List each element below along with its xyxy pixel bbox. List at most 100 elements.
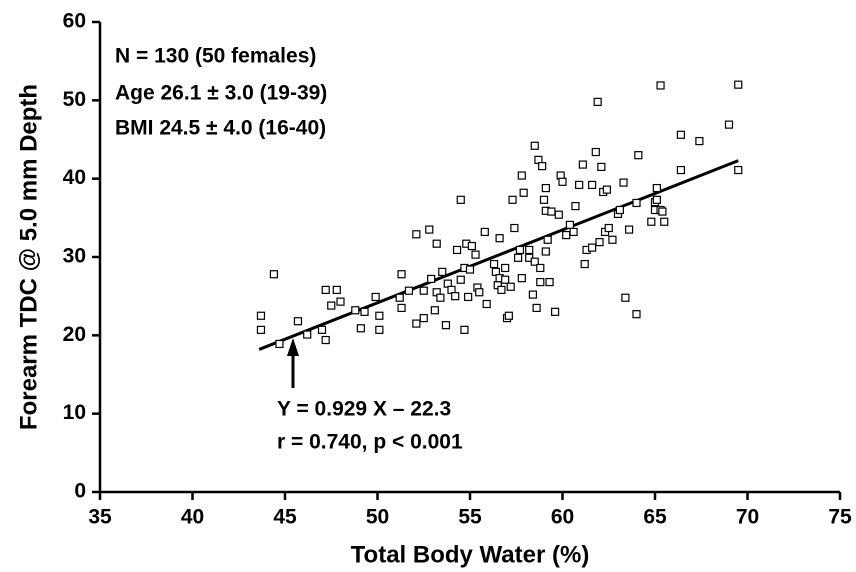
point: [536, 263, 545, 273]
point: [397, 270, 406, 279]
point: [660, 217, 669, 226]
point: [658, 207, 667, 216]
point: [371, 292, 380, 302]
point: [547, 207, 556, 216]
y-tick-label: 60: [63, 10, 86, 33]
fit-line: [258, 159, 739, 351]
point: [510, 223, 519, 233]
point: [591, 147, 600, 157]
x-tick-label: 55: [458, 506, 482, 529]
point: [734, 165, 743, 175]
point: [538, 162, 547, 171]
point: [501, 263, 510, 273]
point: [676, 130, 686, 139]
point: [506, 282, 515, 291]
point: [404, 286, 414, 295]
point: [597, 162, 606, 172]
point: [517, 274, 526, 283]
point: [256, 311, 266, 320]
point: [602, 185, 612, 194]
y-tick-label: 0: [74, 480, 86, 503]
point: [395, 293, 404, 302]
point: [256, 325, 266, 334]
point: [419, 286, 428, 295]
point: [321, 285, 330, 294]
point: [530, 141, 539, 150]
point: [465, 265, 475, 274]
point: [504, 311, 513, 320]
point: [430, 306, 439, 315]
point: [508, 195, 517, 204]
point: [456, 195, 465, 204]
point: [565, 220, 575, 229]
point: [578, 160, 587, 169]
point: [632, 198, 641, 208]
point: [513, 253, 523, 262]
point: [519, 188, 528, 197]
point: [647, 217, 656, 226]
point: [427, 274, 436, 284]
point: [321, 335, 330, 345]
x-tick-label: 40: [181, 506, 204, 529]
point: [436, 293, 445, 302]
point: [652, 195, 661, 204]
x-tick-label: 50: [366, 506, 389, 529]
annotation: Y = 0.929 X – 22.3: [277, 398, 451, 421]
annotation: BMI 24.5 ± 4.0 (16-40): [115, 117, 326, 140]
annotation: N = 130 (50 females): [115, 45, 316, 68]
point: [532, 303, 541, 313]
x-tick-label: 65: [643, 506, 667, 529]
x-axis-title: Total Body Water (%): [351, 541, 590, 568]
point: [495, 234, 504, 243]
point: [482, 299, 491, 309]
point: [464, 292, 473, 302]
point: [541, 247, 550, 256]
point: [303, 330, 312, 339]
point: [619, 178, 628, 187]
y-tick-label: 30: [63, 245, 86, 268]
point: [475, 288, 484, 297]
point: [536, 277, 545, 287]
point: [332, 285, 341, 294]
y-tick-label: 50: [63, 88, 86, 111]
point: [615, 205, 624, 215]
point: [419, 314, 428, 323]
point: [397, 303, 406, 313]
point: [695, 136, 704, 146]
point: [545, 277, 554, 287]
point: [587, 243, 597, 252]
y-axis-title: Forearm TDC @ 5.0 mm Depth: [15, 84, 42, 430]
point: [554, 210, 563, 219]
point: [539, 195, 549, 204]
point: [451, 292, 460, 301]
point: [587, 180, 597, 190]
point: [356, 324, 365, 333]
point: [375, 325, 384, 334]
point: [517, 171, 526, 180]
point: [456, 275, 465, 284]
point: [269, 270, 278, 279]
point: [489, 259, 499, 269]
point: [275, 339, 284, 349]
point: [676, 165, 686, 175]
point: [501, 275, 510, 284]
point: [293, 317, 303, 326]
point: [441, 321, 451, 330]
point: [624, 225, 634, 234]
point: [351, 306, 360, 315]
y-tick-label: 10: [63, 401, 86, 424]
point: [480, 227, 489, 237]
x-tick-label: 60: [551, 506, 574, 529]
point: [558, 177, 567, 186]
point: [515, 245, 525, 255]
x-tick-label: 45: [273, 506, 297, 529]
x-tick-label: 35: [88, 506, 112, 529]
point: [525, 245, 534, 255]
point: [571, 201, 580, 211]
point: [412, 319, 421, 328]
x-tick-label: 75: [828, 506, 852, 529]
point: [497, 285, 506, 294]
x-tick-label: 70: [736, 506, 759, 529]
point: [569, 227, 578, 237]
